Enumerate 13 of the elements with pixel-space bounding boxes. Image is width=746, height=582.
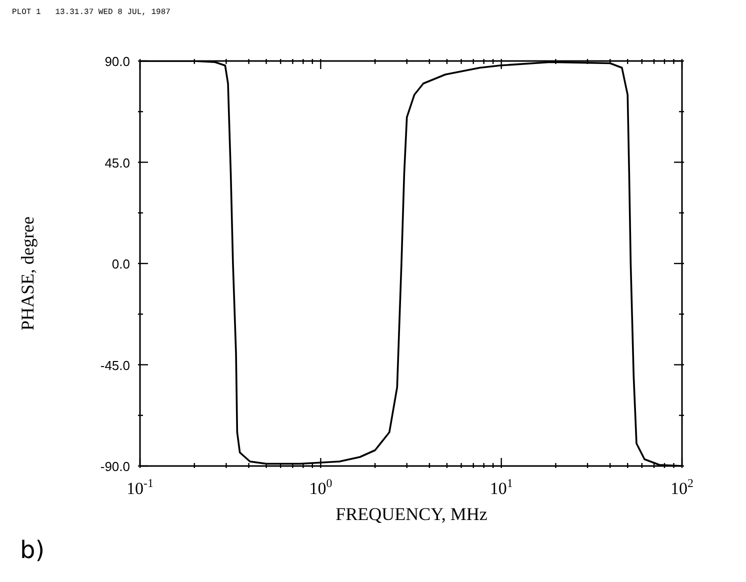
text: b) bbox=[20, 536, 45, 564]
y-tick-label: -45.0 bbox=[100, 358, 130, 373]
y-tick-label: -90.0 bbox=[100, 459, 130, 474]
x-tick-label: 10$^{1}$ bbox=[490, 476, 513, 498]
text: PLOT 1 13.31.37 WED 8 JUL, 1987 bbox=[12, 8, 170, 17]
x-axis-title: FREQUENCY, MHz bbox=[334, 504, 488, 525]
y-tick-label: 45.0 bbox=[104, 155, 130, 170]
x-tick-label: 10$^{0}$ bbox=[309, 476, 332, 498]
x-tick-label: 10$^{-1}$ bbox=[126, 476, 154, 498]
x-tick-label: 10$^{2}$ bbox=[670, 476, 694, 498]
y-axis-title: PHASE, degree bbox=[18, 216, 38, 332]
y-tick-label: 0.0 bbox=[112, 256, 130, 272]
y-tick-label: 90.0 bbox=[104, 54, 130, 69]
